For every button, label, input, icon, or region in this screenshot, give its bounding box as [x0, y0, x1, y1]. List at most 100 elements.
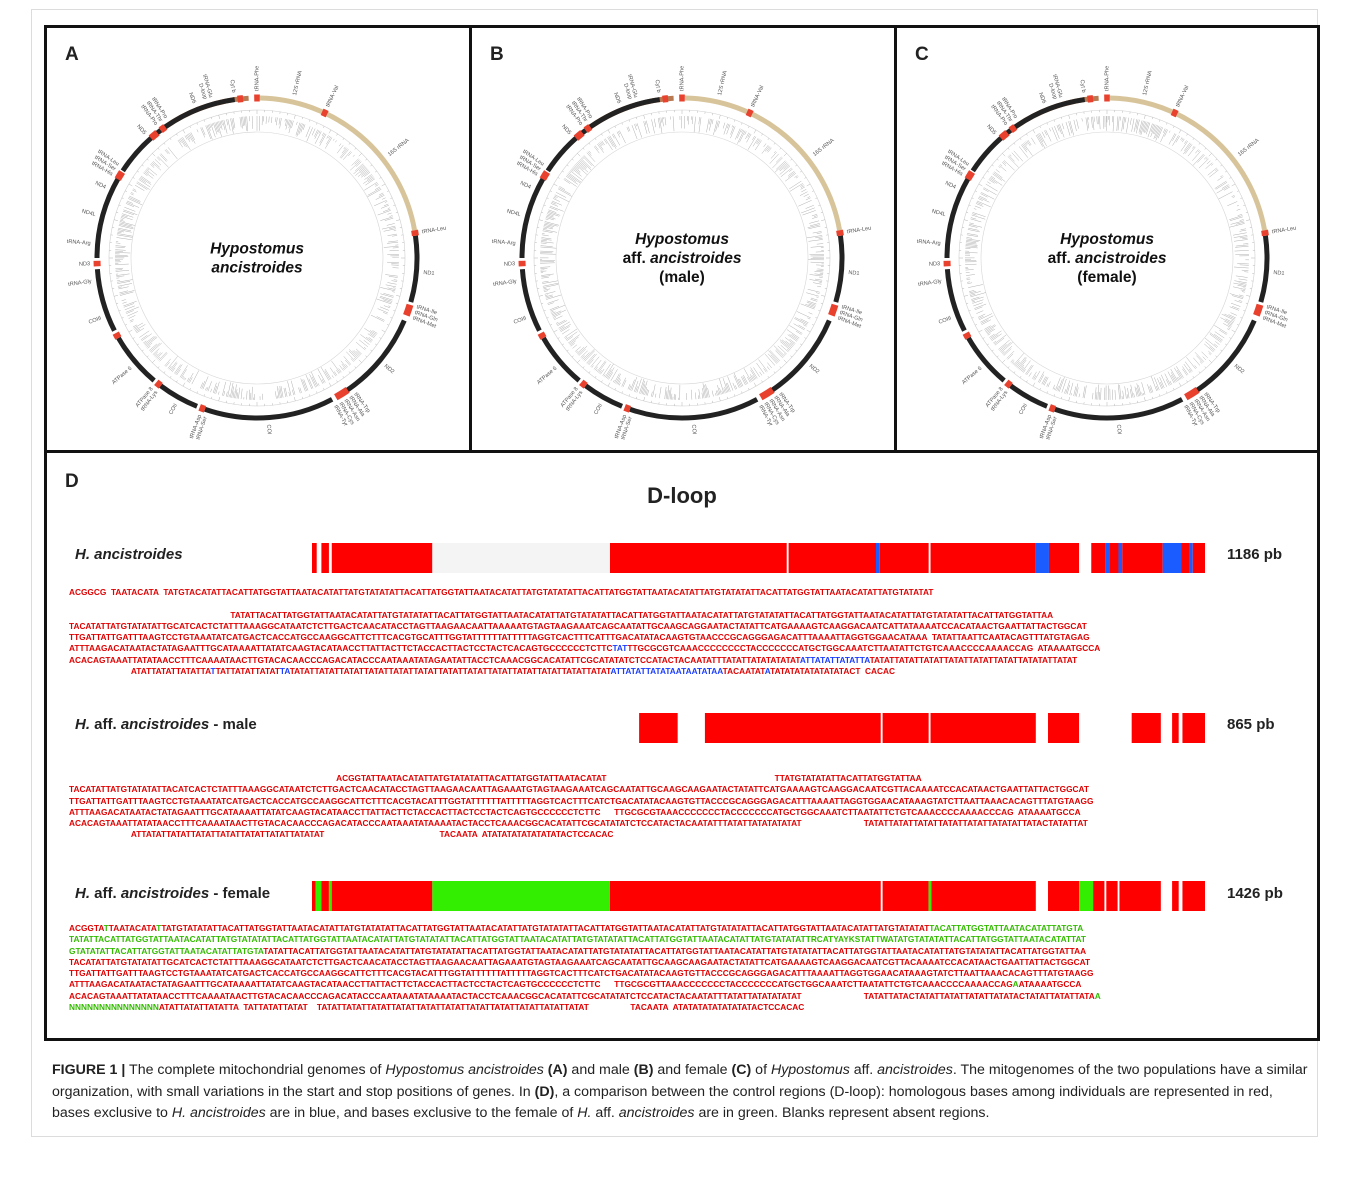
gene-label: D-loop [197, 83, 208, 101]
gc-density-mark [311, 128, 316, 136]
gc-density-mark [553, 317, 556, 319]
gc-density-mark [990, 334, 999, 340]
gc-density-mark [311, 371, 319, 387]
gene-label: ND6 [187, 92, 197, 105]
gc-density-mark [339, 148, 348, 158]
gc-density-mark [1007, 156, 1019, 168]
gc-density-mark [547, 299, 559, 304]
gc-density-mark [698, 117, 702, 133]
scale-tick [113, 295, 118, 297]
gc-density-mark [285, 387, 288, 397]
gc-density-mark [736, 128, 742, 139]
gc-density-mark [1233, 282, 1247, 286]
caption-run: and male [567, 1062, 634, 1078]
scale-tick [1208, 359, 1212, 363]
scale-tick [1245, 302, 1248, 304]
gc-density-mark [780, 341, 791, 351]
sequence-run-female_only: A [1094, 990, 1101, 1001]
gc-density-mark [1233, 235, 1248, 238]
gc-density-mark [295, 122, 301, 136]
gc-density-mark [965, 242, 977, 245]
gc-density-mark [205, 125, 212, 140]
dloop-segment-female_only [432, 881, 610, 911]
gc-density-mark [1003, 160, 1015, 171]
scale-tick [643, 114, 645, 119]
scale-tick [726, 396, 728, 399]
scale-tick [1243, 310, 1246, 312]
gc-density-mark [789, 183, 803, 192]
scale-tick [761, 380, 763, 383]
gc-density-mark [1159, 377, 1165, 388]
scale-tick [1019, 375, 1022, 378]
scale-tick [132, 337, 135, 339]
gc-density-mark [280, 385, 284, 398]
scale-tick [571, 158, 574, 161]
gc-density-mark [147, 167, 158, 176]
scale-tick [806, 329, 811, 333]
dloop-segment-hanc_only [876, 543, 880, 573]
scale-tick [316, 391, 318, 394]
sequence-run-shared: ACGGCG TAATACATA TATGTACATATTACATTATGGTA… [69, 587, 934, 597]
scale-tick [783, 153, 787, 157]
gc-density-mark [364, 174, 372, 180]
gc-density-mark [361, 170, 370, 178]
gc-density-mark [1122, 117, 1125, 130]
gc-density-mark [1239, 229, 1247, 232]
gc-density-mark [622, 380, 627, 388]
scale-tick [628, 394, 630, 397]
scale-tick [978, 183, 983, 187]
gc-density-mark [191, 370, 199, 385]
gc-density-mark [167, 356, 178, 369]
scale-tick [381, 183, 386, 187]
gc-density-mark [770, 152, 777, 159]
gc-density-mark [1051, 127, 1058, 141]
gc-density-mark [756, 362, 765, 374]
scale-tick [386, 190, 389, 192]
gc-density-mark [800, 185, 805, 188]
gc-density-mark [393, 287, 396, 289]
gc-density-mark [672, 116, 675, 132]
gc-density-mark [350, 358, 355, 362]
gc-density-mark [721, 390, 723, 395]
gc-density-mark [776, 160, 786, 170]
gc-density-mark [1237, 284, 1247, 288]
gc-density-mark [135, 185, 145, 191]
gc-density-mark [319, 133, 327, 146]
gene-arc-pcg [833, 235, 845, 303]
scale-tick [370, 164, 373, 167]
gc-density-mark [971, 214, 986, 220]
gc-density-mark [360, 334, 372, 343]
sequence-run-shared: TAATACATA [108, 923, 157, 933]
scale-tick [806, 183, 811, 187]
gc-density-mark [348, 350, 358, 360]
gc-density-mark [739, 130, 746, 143]
gc-density-mark [285, 119, 289, 130]
gc-density-mark [345, 364, 348, 368]
gc-density-mark [750, 367, 758, 379]
gc-density-mark [381, 225, 396, 230]
gc-density-mark [544, 291, 556, 295]
dloop-segment-shared [1172, 713, 1179, 743]
gc-density-mark [616, 377, 621, 385]
gc-density-mark [552, 313, 561, 318]
gc-density-mark [1239, 219, 1244, 221]
gc-density-mark [781, 339, 793, 348]
dloop-segment-hanc_only [1189, 543, 1193, 573]
gc-density-mark [205, 387, 207, 391]
gc-density-mark [278, 117, 281, 125]
scale-tick [588, 371, 591, 374]
gc-density-mark [1186, 357, 1196, 370]
gc-density-mark [226, 119, 229, 126]
gc-density-mark [756, 138, 760, 144]
gene-label: 16S rRNA [812, 138, 836, 158]
sequence-run-shared: TATATTACATTATGGTATTAATACATATTATGTATATATT… [263, 945, 1087, 956]
gc-density-mark [613, 133, 620, 146]
gc-density-mark [978, 198, 983, 201]
gc-density-mark [732, 382, 736, 390]
caption-run: FIGURE 1 | [52, 1062, 126, 1078]
gc-density-mark [1229, 293, 1244, 298]
gc-density-mark [566, 336, 573, 342]
gc-density-mark [387, 282, 397, 285]
gc-density-mark [691, 389, 693, 400]
gene-label: D-loop [1047, 83, 1058, 101]
